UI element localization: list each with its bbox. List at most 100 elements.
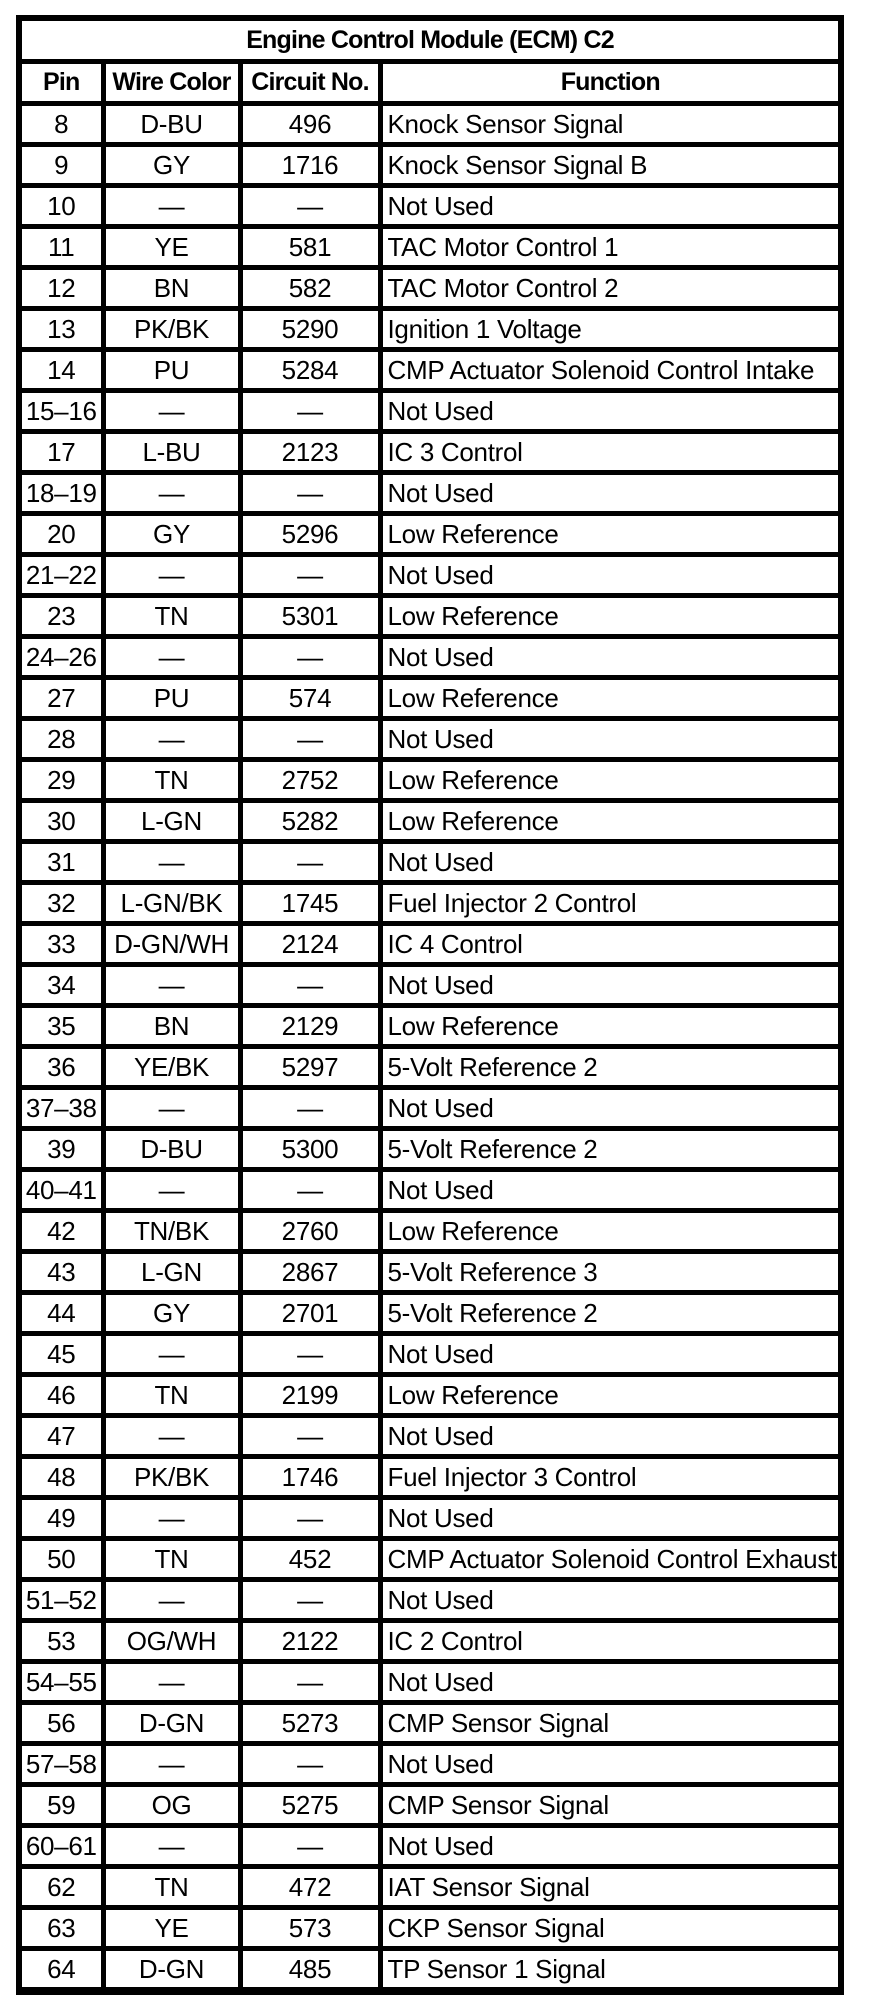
circuit-no-cell: — [237,1823,383,1869]
wire-color-cell: OG [100,1782,243,1828]
wire-color-cell: — [100,1167,243,1213]
pin-cell: 33 [16,921,106,967]
wire-color-cell: — [100,1085,243,1131]
circuit-no-cell: 496 [237,101,383,147]
circuit-no-cell: — [237,962,383,1008]
function-cell: Knock Sensor Signal [377,101,844,147]
wire-color-cell: — [100,839,243,885]
wire-color-cell: GY [100,511,243,557]
function-cell: CKP Sensor Signal [377,1905,844,1951]
circuit-no-cell: 2123 [237,429,383,475]
function-cell: Fuel Injector 2 Control [377,880,844,926]
table-row: 24–26— — Not Used [16,634,844,680]
circuit-no-cell: 2867 [237,1249,383,1295]
pin-cell: 54–55 [16,1659,106,1705]
wire-color-cell: — [100,470,243,516]
wire-color-cell: YE [100,1905,243,1951]
pin-cell: 56 [16,1700,106,1746]
function-cell: Not Used [377,839,844,885]
function-cell: Ignition 1 Voltage [377,306,844,352]
wire-color-cell: BN [100,1003,243,1049]
table-row: 17 L-BU 2123 IC 3 Control [16,429,844,475]
table-row: 27 PU 574 Low Reference [16,675,844,721]
circuit-no-cell: — [237,388,383,434]
circuit-no-cell: 452 [237,1536,383,1582]
function-cell: TP Sensor 1 Signal [377,1946,844,1994]
wire-color-cell: YE/BK [100,1044,243,1090]
function-cell: Not Used [377,470,844,516]
wire-color-cell: TN [100,757,243,803]
circuit-no-cell: 5301 [237,593,383,639]
table-row: 50 TN 452 CMP Actuator Solenoid Control Exh… [16,1536,844,1582]
column-header-pin: Pin [16,59,106,106]
table-row: 15–16— — Not Used [16,388,844,434]
pin-cell: 40–41 [16,1167,106,1213]
circuit-no-cell: — [237,1167,383,1213]
function-cell: 5-Volt Reference 2 [377,1126,844,1172]
wire-color-cell: PU [100,675,243,721]
function-cell: Not Used [377,1413,844,1459]
pin-cell: 17 [16,429,106,475]
function-cell: Not Used [377,388,844,434]
column-header-wire-color: Wire Color [100,59,243,106]
circuit-no-cell: — [237,716,383,762]
wire-color-cell: OG/WH [100,1618,243,1664]
circuit-no-cell: 5297 [237,1044,383,1090]
function-cell: Not Used [377,183,844,229]
circuit-no-cell: 2760 [237,1208,383,1254]
column-header-function: Function [377,59,844,106]
circuit-no-cell: — [237,634,383,680]
circuit-no-cell: 5275 [237,1782,383,1828]
wire-color-cell: D-BU [100,101,243,147]
pin-cell: 51–52 [16,1577,106,1623]
function-cell: Not Used [377,1085,844,1131]
wire-color-cell: — [100,962,243,1008]
pin-cell: 18–19 [16,470,106,516]
function-cell: Not Used [377,552,844,598]
function-cell: TAC Motor Control 2 [377,265,844,311]
table-row: 10— — Not Used [16,183,844,229]
pin-cell: 9 [16,142,106,188]
table-row: 23 TN 5301 Low Reference [16,593,844,639]
function-cell: Not Used [377,1167,844,1213]
pin-cell: 42 [16,1208,106,1254]
table-row: 63 YE 573 CKP Sensor Signal [16,1905,844,1951]
pin-cell: 64 [16,1946,106,1994]
column-header-circuit-no: Circuit No. [237,59,383,106]
function-cell: Low Reference [377,1372,844,1418]
circuit-no-cell: 1746 [237,1454,383,1500]
circuit-no-cell: — [237,839,383,885]
circuit-no-cell: 581 [237,224,383,270]
circuit-no-cell: — [237,183,383,229]
function-cell: 5-Volt Reference 2 [377,1044,844,1090]
function-cell: IC 3 Control [377,429,844,475]
table-row: 43 L-GN 2867 5-Volt Reference 3 [16,1249,844,1295]
table-row: 28— — Not Used [16,716,844,762]
wire-color-cell: TN [100,593,243,639]
wire-color-cell: — [100,1413,243,1459]
pin-cell: 31 [16,839,106,885]
table-row: 56 D-GN 5273 CMP Sensor Signal [16,1700,844,1746]
wire-color-cell: PK/BK [100,306,243,352]
pin-cell: 24–26 [16,634,106,680]
pin-cell: 36 [16,1044,106,1090]
function-cell: Not Used [377,634,844,680]
table-title: Engine Control Module (ECM) C2 [16,15,844,64]
pin-cell: 28 [16,716,106,762]
pin-cell: 30 [16,798,106,844]
wire-color-cell: BN [100,265,243,311]
pin-cell: 12 [16,265,106,311]
circuit-no-cell: 5296 [237,511,383,557]
table-row: 36 YE/BK 5297 5-Volt Reference 2 [16,1044,844,1090]
pin-cell: 53 [16,1618,106,1664]
wire-color-cell: — [100,634,243,680]
table-row: 8 D-BU 496 Knock Sensor Signal [16,101,844,147]
wire-color-cell: TN [100,1372,243,1418]
pin-cell: 47 [16,1413,106,1459]
table-row: 21–22— — Not Used [16,552,844,598]
pin-cell: 27 [16,675,106,721]
pin-cell: 43 [16,1249,106,1295]
circuit-no-cell: — [237,470,383,516]
circuit-no-cell: — [237,1741,383,1787]
